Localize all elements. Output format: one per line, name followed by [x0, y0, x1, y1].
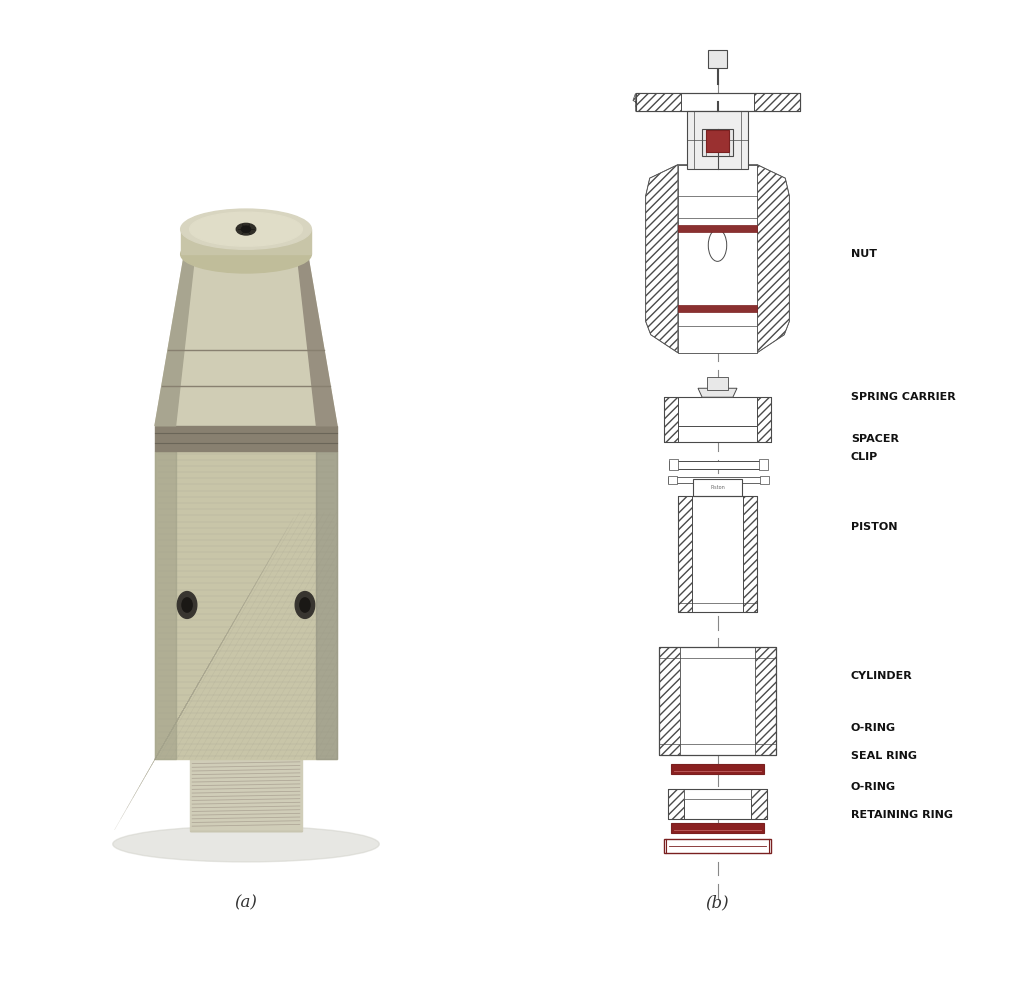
Polygon shape	[757, 165, 789, 353]
Ellipse shape	[236, 223, 256, 235]
Text: SEAL RING: SEAL RING	[851, 752, 916, 762]
Bar	[155, 451, 175, 759]
Bar	[702, 129, 733, 156]
Text: Piston: Piston	[710, 485, 725, 490]
Bar	[754, 647, 777, 755]
Bar	[760, 476, 769, 484]
Bar	[667, 476, 676, 484]
Bar	[758, 459, 768, 471]
Ellipse shape	[180, 210, 312, 249]
Text: CLIP: CLIP	[851, 452, 878, 462]
Bar	[671, 764, 764, 775]
Bar	[692, 496, 743, 612]
Bar	[664, 397, 771, 442]
Bar	[658, 647, 681, 755]
Polygon shape	[646, 165, 789, 353]
Text: SPACER: SPACER	[851, 434, 899, 444]
Text: O-RING: O-RING	[851, 781, 896, 791]
Ellipse shape	[182, 598, 193, 612]
Ellipse shape	[180, 235, 312, 273]
Polygon shape	[155, 254, 337, 426]
Bar	[681, 647, 754, 755]
Polygon shape	[633, 93, 651, 111]
Text: PISTON: PISTON	[851, 521, 897, 532]
Bar	[684, 788, 751, 819]
Polygon shape	[180, 229, 312, 254]
Bar	[667, 477, 768, 483]
Bar	[751, 788, 768, 819]
Text: CYLINDER: CYLINDER	[851, 671, 912, 681]
Bar	[706, 130, 729, 152]
Bar	[664, 839, 771, 853]
Bar	[671, 822, 764, 833]
Bar	[678, 496, 757, 612]
Bar	[753, 93, 800, 111]
Bar	[708, 51, 727, 69]
Bar	[155, 426, 337, 451]
Text: (a): (a)	[235, 894, 257, 912]
Text: (b): (b)	[705, 894, 730, 912]
Bar	[636, 93, 800, 111]
Bar	[743, 496, 757, 612]
Bar	[668, 461, 767, 469]
Bar	[636, 93, 800, 111]
Bar	[668, 459, 679, 471]
Text: SPRING CARRIER: SPRING CARRIER	[851, 392, 955, 402]
Bar	[707, 376, 728, 390]
Bar	[667, 788, 768, 819]
Polygon shape	[155, 254, 195, 426]
Text: NUT: NUT	[851, 249, 876, 259]
Polygon shape	[297, 254, 337, 426]
Polygon shape	[646, 165, 678, 353]
Bar	[636, 93, 682, 111]
Bar	[658, 647, 777, 755]
Bar	[678, 496, 692, 612]
Circle shape	[708, 229, 727, 261]
Bar	[684, 788, 751, 799]
Ellipse shape	[113, 826, 379, 862]
Ellipse shape	[242, 226, 251, 232]
Bar	[317, 451, 337, 759]
Ellipse shape	[177, 592, 197, 619]
Polygon shape	[698, 388, 737, 397]
Bar	[664, 426, 771, 442]
Bar	[687, 111, 748, 169]
Bar	[664, 397, 678, 442]
Bar	[155, 451, 337, 759]
Ellipse shape	[300, 598, 311, 612]
Bar	[678, 165, 757, 353]
Bar	[757, 397, 771, 442]
Bar	[190, 759, 302, 830]
Text: O-RING: O-RING	[851, 723, 896, 733]
Ellipse shape	[190, 213, 302, 246]
Bar	[693, 480, 742, 496]
Bar	[678, 224, 757, 232]
Bar	[678, 305, 757, 312]
Text: RETAINING RING: RETAINING RING	[851, 810, 953, 820]
Bar	[667, 788, 684, 819]
Bar	[678, 397, 757, 442]
Ellipse shape	[295, 592, 315, 619]
